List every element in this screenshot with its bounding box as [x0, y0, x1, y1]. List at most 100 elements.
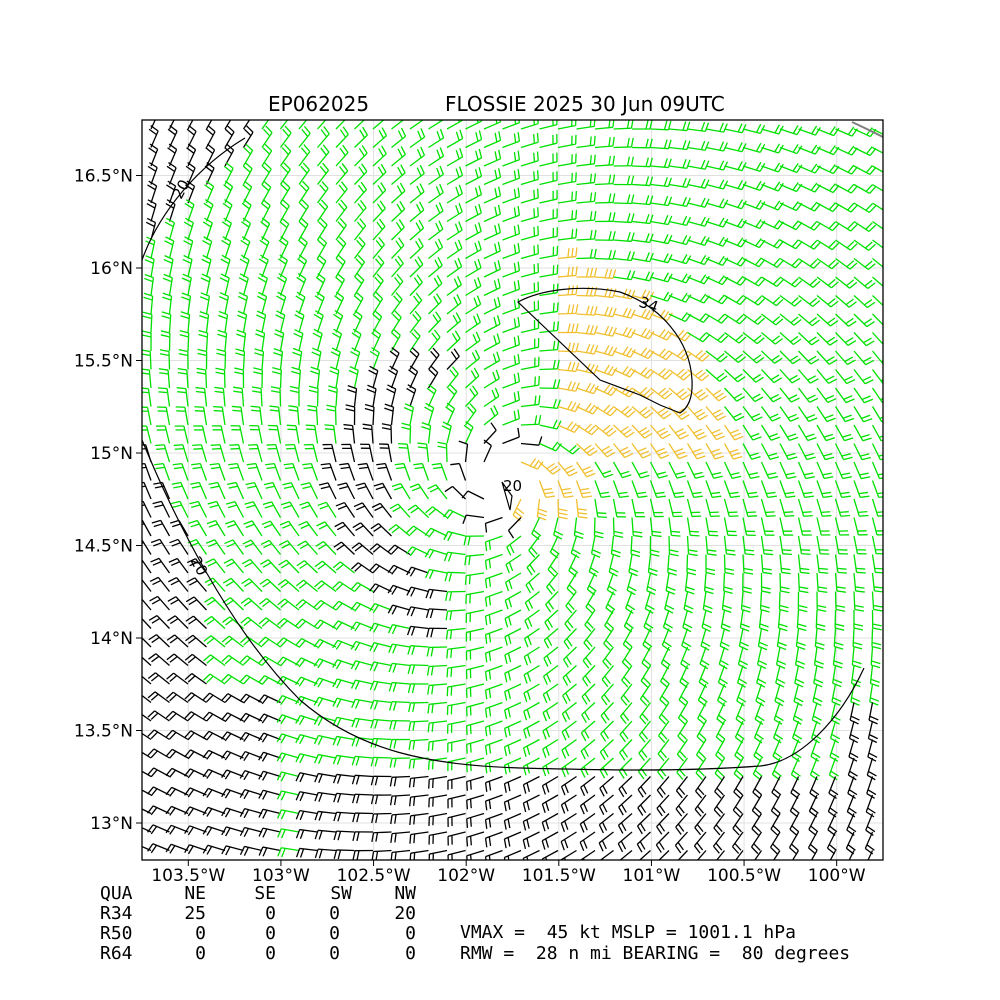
wind-barb [484, 646, 503, 663]
wind-barb [853, 591, 864, 612]
wind-barb [313, 734, 337, 746]
wind-barb [316, 521, 337, 537]
wind-barb [848, 850, 855, 860]
wind-barb [871, 480, 883, 499]
wind-barbs-layer [142, 120, 883, 860]
wind-barb [618, 794, 633, 816]
wind-barb [816, 313, 839, 327]
wind-barb [298, 162, 310, 185]
wind-barb [575, 480, 592, 499]
wind-barb [557, 153, 577, 167]
wind-barb [202, 787, 226, 798]
wind-barb [779, 220, 803, 231]
wind-barb [279, 125, 292, 148]
wind-barb [230, 425, 245, 444]
wind-barb [242, 143, 254, 167]
wind-barb [409, 183, 425, 204]
wind-barb [242, 539, 263, 555]
wind-barb [539, 461, 561, 475]
axis-labels: 103.5°W 103°W 102.5°W 102°W 101.5°W 101°W 100.… [74, 167, 866, 887]
wind-barb [631, 386, 655, 399]
wind-barb [650, 139, 672, 150]
wind-barb [147, 672, 170, 685]
wind-barb [484, 627, 503, 644]
wind-barb [279, 520, 300, 537]
wind-barb [687, 387, 709, 401]
wind-barb [352, 849, 374, 860]
wind-barb [258, 827, 281, 838]
wind-barb [742, 350, 765, 364]
wind-barb [408, 775, 429, 788]
lat-tick-label: 15°N [90, 444, 133, 464]
wind-barb [354, 126, 368, 148]
wind-barb [631, 138, 653, 149]
wind-barb [613, 346, 636, 358]
wind-barb [761, 238, 784, 249]
wind-barb [676, 757, 689, 780]
wind-barb [409, 256, 424, 278]
wind-barb [347, 384, 358, 407]
wind-barb [834, 517, 850, 536]
wind-barb [483, 422, 497, 444]
wind-barb [528, 535, 541, 558]
wind-barb [295, 579, 318, 593]
wind-barb [142, 500, 152, 518]
row-label-r34: R34 [100, 903, 133, 924]
wind-barb [447, 812, 466, 827]
wind-barb [705, 294, 729, 305]
wind-barb [202, 673, 226, 685]
wind-barb [687, 159, 710, 170]
wind-barb [576, 173, 597, 186]
wind-barb [752, 776, 763, 799]
wind-barb [853, 443, 872, 461]
wind-barb [621, 646, 633, 670]
wind-barb [224, 539, 245, 555]
map-frame [141, 119, 884, 861]
wind-barb [484, 831, 503, 848]
wind-barb [600, 720, 614, 742]
wind-barb [576, 192, 597, 204]
wind-barb [185, 162, 196, 185]
wind-barb [724, 369, 746, 383]
wind-barb [650, 424, 671, 440]
wind-barb [276, 617, 300, 630]
wind-barb [389, 775, 411, 787]
wind-barb [142, 406, 152, 426]
wind-barb [798, 144, 821, 155]
wind-barb [705, 179, 729, 190]
wind-barb [317, 120, 327, 130]
wind-barb [407, 504, 429, 518]
wind-barb [791, 850, 800, 860]
wind-barb [333, 811, 355, 822]
wind-barb [631, 252, 654, 263]
wind-barb [255, 329, 266, 352]
wind-barb [228, 462, 245, 481]
wind-barb [484, 516, 503, 533]
wind-barb [724, 387, 746, 402]
wind-barb [668, 234, 692, 246]
wind-barb [580, 720, 596, 742]
wind-barb [350, 347, 361, 370]
wind-barb [208, 481, 226, 500]
wind-barb [334, 291, 345, 315]
wind-barb [148, 653, 170, 666]
wind-barb [713, 794, 726, 818]
wind-barb [447, 849, 466, 860]
wind-barb [594, 404, 618, 417]
wind-barb [520, 319, 540, 334]
wind-barb [166, 672, 189, 685]
wind-barb [298, 144, 311, 167]
wind-barb [428, 147, 445, 167]
wind-barb [735, 850, 744, 860]
wind-barb [232, 386, 245, 407]
wind-barb [370, 756, 392, 767]
wind-barb [196, 367, 208, 389]
wind-barb [638, 720, 652, 743]
wind-barb [686, 461, 705, 479]
wind-barb [503, 849, 522, 860]
wind-barb [658, 720, 670, 743]
wind-barb [594, 364, 618, 377]
contour-20-outer-south [142, 439, 865, 771]
wind-barb [389, 347, 400, 370]
contour-20-outer-nw [142, 137, 246, 261]
